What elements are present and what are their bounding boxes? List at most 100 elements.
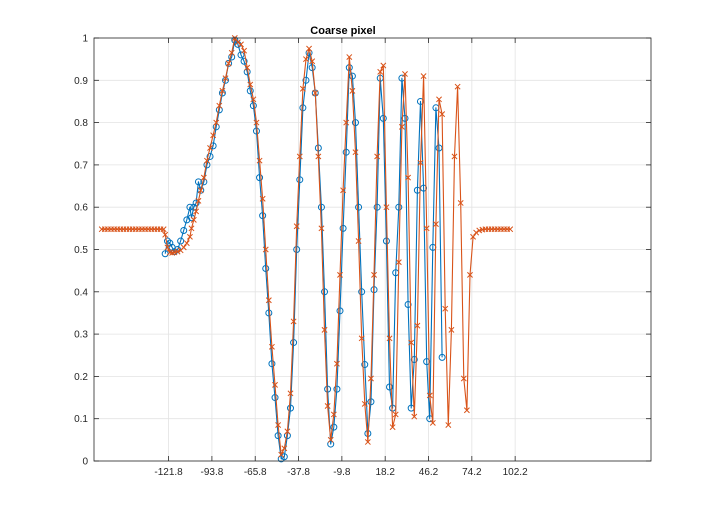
data-point — [169, 249, 176, 256]
data-point — [470, 233, 477, 240]
data-point — [405, 174, 412, 181]
data-point — [265, 297, 272, 304]
data-point — [293, 246, 301, 253]
x-tick-label: -9.8 — [333, 467, 351, 478]
data-point — [162, 231, 169, 238]
data-point — [210, 132, 217, 139]
data-point — [416, 97, 424, 105]
data-point — [290, 318, 297, 325]
data-point — [253, 119, 260, 126]
data-point — [398, 123, 405, 130]
data-point — [238, 41, 244, 48]
data-point — [188, 225, 195, 232]
data-point — [442, 305, 449, 312]
data-point — [377, 68, 384, 75]
data-point — [190, 216, 197, 223]
data-point — [386, 383, 394, 391]
data-point — [164, 244, 171, 251]
data-point — [364, 439, 371, 445]
data-point — [411, 413, 418, 420]
data-point — [272, 381, 278, 388]
data-point — [317, 203, 325, 211]
y-tick-label: 1 — [82, 34, 88, 45]
data-point — [463, 407, 470, 414]
data-point — [225, 59, 233, 67]
data-point — [404, 300, 412, 308]
data-point — [241, 47, 248, 54]
data-point — [379, 114, 387, 122]
data-point — [302, 76, 310, 84]
data-point — [244, 64, 251, 71]
data-point — [395, 203, 403, 211]
data-point — [473, 229, 480, 236]
data-point — [435, 144, 443, 152]
data-point — [186, 233, 193, 240]
data-point — [339, 224, 347, 232]
data-point — [358, 288, 366, 296]
data-point — [392, 411, 399, 418]
x-tick-label: 46.2 — [419, 467, 439, 478]
data-point — [195, 197, 202, 204]
data-point — [467, 271, 473, 278]
x-tick-label: -37.8 — [287, 467, 310, 478]
data-point — [324, 385, 332, 393]
data-point — [274, 432, 282, 440]
data-point — [337, 271, 343, 278]
data-point — [197, 187, 204, 194]
data-point — [318, 225, 325, 232]
data-point — [410, 355, 418, 363]
data-point — [180, 244, 187, 251]
data-point — [343, 119, 350, 126]
data-point — [256, 157, 263, 164]
series-line — [101, 37, 511, 456]
data-point — [296, 153, 303, 160]
data-point — [219, 87, 226, 94]
data-point — [174, 246, 182, 253]
data-point — [420, 73, 427, 80]
data-point — [395, 259, 402, 266]
data-point — [163, 237, 171, 245]
data-point — [271, 394, 279, 402]
data-point — [324, 403, 331, 409]
data-point — [457, 200, 464, 206]
data-point — [259, 212, 267, 220]
data-point — [246, 87, 254, 95]
data-point — [383, 204, 390, 211]
data-point — [177, 237, 185, 245]
data-point — [436, 96, 442, 103]
y-tick-label: 0.9 — [74, 76, 88, 87]
y-tick-label: 0.1 — [74, 414, 88, 425]
data-point — [342, 148, 350, 156]
data-point — [237, 51, 245, 59]
data-point — [250, 96, 257, 103]
data-point — [247, 81, 254, 88]
y-tick-label: 0.4 — [74, 287, 88, 298]
data-point — [287, 390, 294, 397]
data-point — [278, 451, 285, 458]
data-point — [225, 60, 232, 67]
data-point — [240, 57, 248, 65]
data-point — [296, 176, 304, 184]
data-point — [207, 145, 213, 151]
data-point — [262, 265, 270, 273]
data-point — [321, 288, 329, 296]
data-point — [290, 339, 298, 347]
data-point — [186, 203, 194, 211]
data-point — [374, 153, 381, 160]
data-point — [439, 111, 446, 118]
data-point — [451, 153, 458, 160]
data-point — [330, 423, 338, 431]
data-point — [460, 375, 467, 382]
data-point — [414, 322, 421, 329]
data-point — [389, 424, 396, 431]
data-point — [349, 87, 356, 94]
data-point — [448, 326, 455, 333]
data-point — [429, 419, 436, 426]
y-tick-label: 0.8 — [74, 118, 88, 129]
data-point — [382, 237, 390, 245]
data-point — [180, 226, 188, 234]
data-point — [386, 335, 393, 342]
data-point — [417, 159, 424, 166]
data-point — [333, 360, 340, 367]
